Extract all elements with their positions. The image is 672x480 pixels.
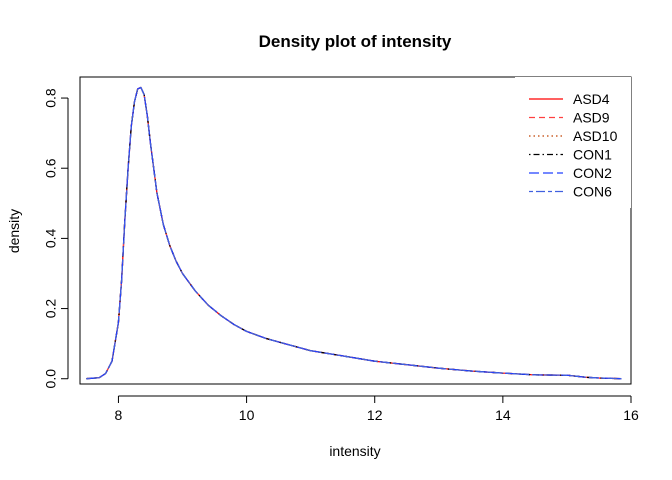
legend-label-con6: CON6 (573, 184, 612, 200)
legend-label-asd10: ASD10 (573, 128, 618, 144)
y-tick-label: 0.4 (43, 228, 59, 248)
x-tick-label: 12 (367, 407, 383, 423)
y-tick-label: 0.6 (43, 158, 59, 178)
series-line-con6 (86, 86, 622, 380)
legend-label-con1: CON1 (573, 147, 612, 163)
legend-label-asd9: ASD9 (573, 110, 610, 126)
legend-label-asd4: ASD4 (573, 91, 610, 107)
chart-title: Density plot of intensity (259, 32, 452, 51)
plot-box (79, 76, 632, 385)
legend: ASD4 ASD9 ASD10 CON1 CON2 CON6 (515, 77, 631, 208)
y-tick-label: 0.0 (43, 369, 59, 389)
axes: 8 10 12 14 16 0.0 0.2 0.4 0.6 0.8 (43, 88, 639, 423)
x-tick-label: 8 (115, 407, 123, 423)
legend-label-con2: CON2 (573, 165, 612, 181)
x-tick-label: 14 (495, 407, 511, 423)
series-layer (86, 86, 622, 380)
x-tick-label: 10 (239, 407, 255, 423)
y-tick-label: 0.2 (43, 299, 59, 319)
x-tick-label: 16 (623, 407, 639, 423)
y-axis-label: density (6, 209, 22, 253)
y-tick-label: 0.8 (43, 88, 59, 108)
x-axis-label: intensity (329, 443, 380, 459)
